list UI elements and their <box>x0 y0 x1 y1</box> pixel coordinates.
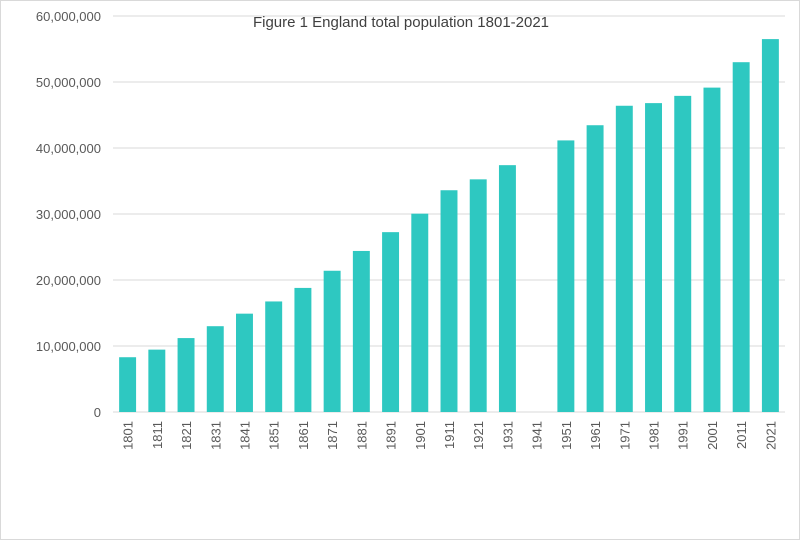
bar-1881 <box>352 250 370 412</box>
bar-1961 <box>586 125 604 412</box>
y-tick-label: 20,000,000 <box>36 273 101 288</box>
y-tick-label: 30,000,000 <box>36 207 101 222</box>
bar-1831 <box>206 326 224 412</box>
bar-1801 <box>119 357 137 412</box>
bar-1951 <box>557 140 575 412</box>
bars <box>119 39 779 413</box>
x-tick-label: 2001 <box>705 421 720 450</box>
x-tick-label: 1891 <box>384 421 399 450</box>
x-axis-ticks: 1801 1811 1821 1831 1841 1851 1861 1871 1881 1891… <box>121 421 779 450</box>
bar-2011 <box>732 62 750 412</box>
chart-title: Figure 1 England total population 1801-2… <box>253 14 549 31</box>
x-tick-label: 1851 <box>267 421 282 450</box>
x-tick-label: 1821 <box>179 421 194 450</box>
bar-1981 <box>645 103 662 413</box>
y-tick-label: 50,000,000 <box>36 75 101 90</box>
x-tick-label: 1811 <box>150 421 165 449</box>
x-tick-label: 1941 <box>530 421 545 450</box>
x-tick-label: 1981 <box>647 421 662 450</box>
x-tick-label: 1831 <box>208 421 223 450</box>
x-tick-label: 1911 <box>442 421 457 449</box>
x-tick-label: 1901 <box>413 421 428 450</box>
x-tick-label: 1961 <box>588 421 603 450</box>
bar-1971 <box>615 105 633 412</box>
x-tick-label: 1931 <box>500 421 515 450</box>
x-tick-label: 1871 <box>325 421 340 450</box>
bar-2001 <box>703 87 721 413</box>
x-tick-label: 2021 <box>763 421 778 450</box>
bar-1871 <box>323 270 341 412</box>
bar-1851 <box>265 301 283 412</box>
bar-1991 <box>674 95 692 413</box>
x-tick-label: 1841 <box>237 421 252 450</box>
x-tick-label: 1951 <box>559 421 574 450</box>
bar-1821 <box>177 338 195 412</box>
x-tick-label: 1861 <box>296 421 311 450</box>
bar-1921 <box>469 179 487 412</box>
y-axis-ticks: 0 10,000,000 20,000,000 30,000,000 40,000,00… <box>36 9 101 420</box>
x-tick-label: 2011 <box>734 421 749 449</box>
bar-1931 <box>498 165 516 412</box>
x-tick-label: 1881 <box>354 421 369 450</box>
bar-1811 <box>148 349 166 412</box>
bar-1911 <box>440 190 458 412</box>
y-tick-label: 0 <box>94 405 101 420</box>
y-tick-label: 40,000,000 <box>36 141 101 156</box>
y-tick-label: 10,000,000 <box>36 339 101 354</box>
x-tick-label: 1801 <box>121 421 136 450</box>
bar-2021 <box>761 39 779 412</box>
x-tick-label: 1971 <box>617 421 632 450</box>
x-tick-label: 1991 <box>676 421 691 450</box>
y-tick-label: 60,000,000 <box>36 9 101 24</box>
x-tick-label: 1921 <box>471 421 486 450</box>
bar-1861 <box>294 287 312 412</box>
bar-1901 <box>411 213 429 412</box>
bar-1891 <box>382 232 400 412</box>
bar-1841 <box>236 313 253 412</box>
